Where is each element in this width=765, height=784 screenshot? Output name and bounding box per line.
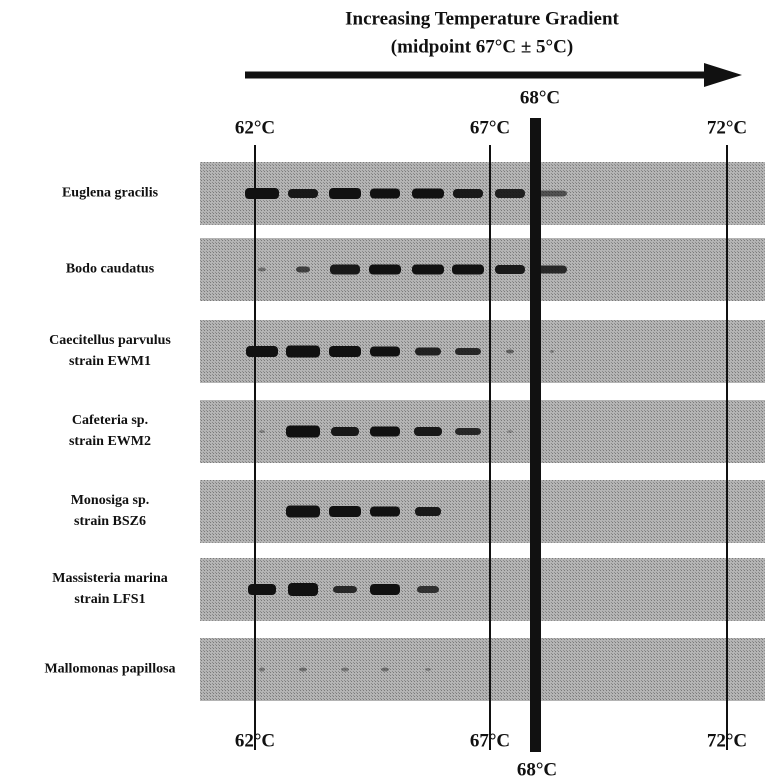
gel-band xyxy=(537,266,567,274)
gel-band xyxy=(412,265,444,275)
row-label: strain BSZ6 xyxy=(74,514,146,529)
gel-band xyxy=(246,346,278,357)
gel-band xyxy=(330,265,360,275)
gel-band xyxy=(455,348,481,355)
gel-band xyxy=(506,350,514,354)
gel-band xyxy=(425,668,431,671)
gel-band xyxy=(329,506,361,517)
marker-label: 68°C xyxy=(517,759,557,780)
gel-band xyxy=(507,430,513,433)
title-line: Increasing Temperature Gradient xyxy=(345,8,619,29)
temp-label: 72°C xyxy=(707,730,747,751)
gel-band xyxy=(299,668,307,672)
title-line: (midpoint 67°C ± 5°C) xyxy=(391,36,573,57)
gel-band xyxy=(452,265,484,275)
gel-figure: Increasing Temperature Gradient (midpoin… xyxy=(0,0,765,784)
row-label: Mallomonas papillosa xyxy=(44,662,175,677)
row-label: Caecitellus parvulus xyxy=(49,333,171,348)
gel-lane xyxy=(200,400,765,463)
gel-lane xyxy=(200,320,765,383)
row-label: Euglena gracilis xyxy=(62,186,159,201)
temp-label: 67°C xyxy=(470,730,510,751)
gel-band xyxy=(495,189,525,198)
gel-band xyxy=(417,586,439,593)
gel-lane xyxy=(200,480,765,543)
gel-band xyxy=(286,346,320,358)
gel-band xyxy=(286,426,320,438)
gel-band xyxy=(550,350,554,353)
row-label: strain EWM2 xyxy=(69,434,151,449)
marker-label: 68°C xyxy=(520,87,560,108)
gel-band xyxy=(369,265,401,275)
gel-lane xyxy=(200,558,765,621)
gel-band xyxy=(414,427,442,436)
gel-band xyxy=(329,346,361,357)
temp-label: 67°C xyxy=(470,117,510,138)
gel-band xyxy=(412,189,444,199)
gel-band xyxy=(329,188,361,199)
gel-band xyxy=(248,584,276,595)
gel-band xyxy=(286,506,320,518)
gel-band xyxy=(381,668,389,672)
gel-band xyxy=(495,265,525,274)
gel-band xyxy=(259,668,265,672)
row-label: strain LFS1 xyxy=(74,592,145,607)
gel-band xyxy=(370,427,400,437)
gel-band xyxy=(415,507,441,516)
gel-band xyxy=(331,427,359,436)
gel-band xyxy=(288,583,318,596)
gel-band xyxy=(296,267,310,273)
gel-band xyxy=(453,189,483,198)
gel-band xyxy=(288,189,318,198)
gel-band xyxy=(258,268,266,272)
arrow-head xyxy=(704,63,742,87)
row-label: Monosiga sp. xyxy=(71,493,150,508)
gel-lane xyxy=(200,638,765,701)
gel-band xyxy=(455,428,481,435)
gel-band xyxy=(370,189,400,199)
row-label: Cafeteria sp. xyxy=(72,413,148,428)
gel-band xyxy=(259,430,265,433)
row-label: Massisteria marina xyxy=(52,571,167,586)
temp-label: 62°C xyxy=(235,730,275,751)
gel-band xyxy=(370,507,400,517)
gel-band xyxy=(333,586,357,593)
gel-band xyxy=(415,348,441,356)
row-label: strain EWM1 xyxy=(69,354,151,369)
gel-band xyxy=(370,347,400,357)
gel-band xyxy=(537,191,567,197)
temp-label: 72°C xyxy=(707,117,747,138)
row-label: Bodo caudatus xyxy=(66,262,155,277)
gel-band xyxy=(370,584,400,595)
gel-band xyxy=(341,668,349,672)
gel-band xyxy=(245,188,279,199)
temp-label: 62°C xyxy=(235,117,275,138)
marker-line xyxy=(530,118,541,752)
